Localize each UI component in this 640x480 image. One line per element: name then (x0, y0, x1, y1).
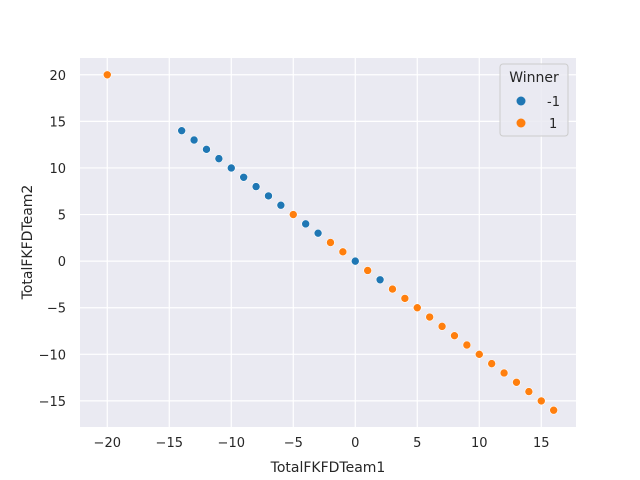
data-point (474, 350, 484, 359)
legend-box (499, 63, 569, 137)
legend-label-neg1: -1 (547, 95, 560, 110)
data-point (536, 396, 546, 406)
data-point (189, 135, 199, 145)
data-point (202, 145, 211, 154)
data-point (400, 294, 410, 303)
y-tick-label: 0 (58, 255, 66, 270)
y-tick-label: 10 (49, 162, 66, 177)
data-point (375, 275, 385, 285)
data-point (549, 405, 558, 415)
data-point (239, 172, 248, 182)
data-point (450, 331, 459, 340)
data-point (524, 387, 534, 396)
x-tick-label: −15 (156, 436, 183, 451)
x-tick-label: −5 (284, 436, 303, 451)
x-tick-label: 0 (351, 436, 359, 451)
y-tick-label: 5 (58, 209, 66, 224)
data-point (251, 182, 261, 191)
data-point (499, 368, 509, 378)
x-tick-label: −10 (218, 436, 245, 451)
data-point (313, 228, 323, 238)
x-axis-label: TotalFKFDTeam1 (270, 460, 386, 476)
data-point (214, 154, 224, 163)
data-point (338, 247, 348, 257)
data-point (288, 210, 298, 219)
data-point (462, 340, 472, 350)
data-point (264, 191, 273, 201)
legend-marker-1 (516, 118, 526, 128)
data-point (412, 303, 422, 313)
y-tick-label: −15 (39, 395, 66, 410)
data-point (512, 377, 521, 387)
y-tick-label: 15 (49, 115, 66, 130)
x-axis-ticks: −20 −15 −10 −5 0 5 10 15 (94, 436, 550, 451)
data-point (276, 200, 286, 210)
x-tick-label: 15 (533, 436, 550, 451)
data-point (350, 256, 360, 266)
data-point (102, 70, 112, 80)
data-point (363, 266, 372, 275)
legend-label-1: 1 (549, 117, 557, 132)
data-point (177, 126, 186, 135)
x-tick-label: 5 (413, 436, 421, 451)
y-tick-label: 20 (49, 69, 66, 84)
data-point (437, 322, 447, 331)
data-point (226, 163, 236, 173)
data-points (102, 70, 558, 415)
y-axis-label: TotalFKFDTeam2 (20, 185, 36, 301)
y-axis-ticks: −15 −10 −5 0 5 10 15 20 (39, 69, 66, 410)
data-point (388, 284, 397, 294)
legend: Winner -1 1 (499, 63, 569, 137)
data-point (425, 312, 434, 322)
data-point (326, 238, 335, 247)
legend-title: Winner (509, 70, 559, 86)
x-tick-label: −20 (94, 436, 121, 451)
data-point (487, 359, 496, 368)
legend-marker-neg1 (516, 96, 526, 106)
data-point (301, 219, 310, 229)
y-tick-label: −10 (39, 348, 66, 363)
x-tick-label: 10 (471, 436, 488, 451)
y-tick-label: −5 (47, 302, 66, 317)
